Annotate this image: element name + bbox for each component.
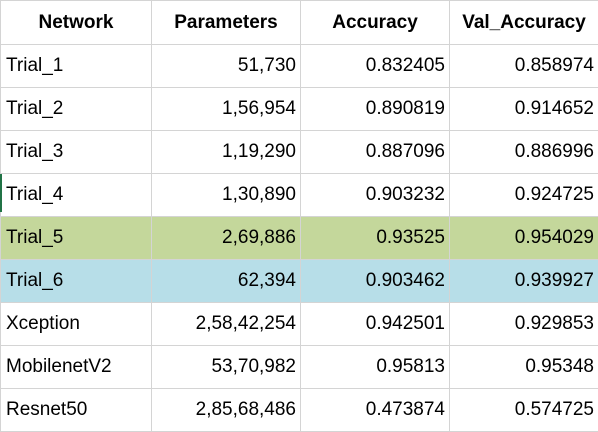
cell-accuracy[interactable]: 0.832405 [300, 44, 450, 88]
cell-parameters[interactable]: 1,30,890 [151, 173, 301, 217]
table-row: MobilenetV2 53,70,982 0.95813 0.95348 [0, 345, 598, 389]
cell-val-accuracy[interactable]: 0.914652 [449, 87, 598, 131]
cell-parameters[interactable]: 2,69,886 [151, 216, 301, 260]
cell-accuracy[interactable]: 0.903232 [300, 173, 450, 217]
cell-accuracy[interactable]: 0.903462 [300, 259, 450, 303]
cell-parameters[interactable]: 2,58,42,254 [151, 302, 301, 346]
cell-network[interactable]: Xception [0, 302, 152, 346]
cell-val-accuracy[interactable]: 0.924725 [449, 173, 598, 217]
cell-parameters[interactable]: 53,70,982 [151, 345, 301, 389]
table-row: Trial_4 1,30,890 0.903232 0.924725 [0, 173, 598, 217]
table-row-highlighted-blue: Trial_6 62,394 0.903462 0.939927 [0, 259, 598, 303]
cell-val-accuracy[interactable]: 0.929853 [449, 302, 598, 346]
cell-parameters[interactable]: 1,19,290 [151, 130, 301, 174]
cell-accuracy[interactable]: 0.890819 [300, 87, 450, 131]
cell-accuracy[interactable]: 0.95813 [300, 345, 450, 389]
cell-val-accuracy[interactable]: 0.954029 [449, 216, 598, 260]
cell-accuracy[interactable]: 0.942501 [300, 302, 450, 346]
cell-parameters[interactable]: 2,85,68,486 [151, 388, 301, 432]
header-val-accuracy[interactable]: Val_Accuracy [449, 0, 598, 45]
selected-row-marker [0, 174, 2, 212]
header-network[interactable]: Network [0, 0, 152, 45]
table-row: Trial_1 51,730 0.832405 0.858974 [0, 44, 598, 88]
cell-network[interactable]: Trial_5 [0, 216, 152, 260]
table-row: Trial_3 1,19,290 0.887096 0.886996 [0, 130, 598, 174]
cell-network[interactable]: Trial_4 [0, 173, 152, 217]
cell-network[interactable]: Trial_3 [0, 130, 152, 174]
cell-val-accuracy[interactable]: 0.939927 [449, 259, 598, 303]
cell-accuracy[interactable]: 0.887096 [300, 130, 450, 174]
header-accuracy[interactable]: Accuracy [300, 0, 450, 45]
cell-accuracy[interactable]: 0.473874 [300, 388, 450, 432]
cell-network[interactable]: Resnet50 [0, 388, 152, 432]
table-row: Trial_2 1,56,954 0.890819 0.914652 [0, 87, 598, 131]
header-row: Network Parameters Accuracy Val_Accuracy [0, 0, 598, 45]
cell-network[interactable]: Trial_2 [0, 87, 152, 131]
cell-val-accuracy[interactable]: 0.95348 [449, 345, 598, 389]
cell-val-accuracy[interactable]: 0.886996 [449, 130, 598, 174]
cell-network[interactable]: Trial_6 [0, 259, 152, 303]
table-row-highlighted-green: Trial_5 2,69,886 0.93525 0.954029 [0, 216, 598, 260]
table-row: Xception 2,58,42,254 0.942501 0.929853 [0, 302, 598, 346]
cell-network[interactable]: MobilenetV2 [0, 345, 152, 389]
header-parameters[interactable]: Parameters [151, 0, 301, 45]
cell-val-accuracy[interactable]: 0.574725 [449, 388, 598, 432]
cell-parameters[interactable]: 1,56,954 [151, 87, 301, 131]
cell-network[interactable]: Trial_1 [0, 44, 152, 88]
table-row: Resnet50 2,85,68,486 0.473874 0.574725 [0, 388, 598, 432]
cell-val-accuracy[interactable]: 0.858974 [449, 44, 598, 88]
cell-accuracy[interactable]: 0.93525 [300, 216, 450, 260]
cell-parameters[interactable]: 62,394 [151, 259, 301, 303]
cell-parameters[interactable]: 51,730 [151, 44, 301, 88]
